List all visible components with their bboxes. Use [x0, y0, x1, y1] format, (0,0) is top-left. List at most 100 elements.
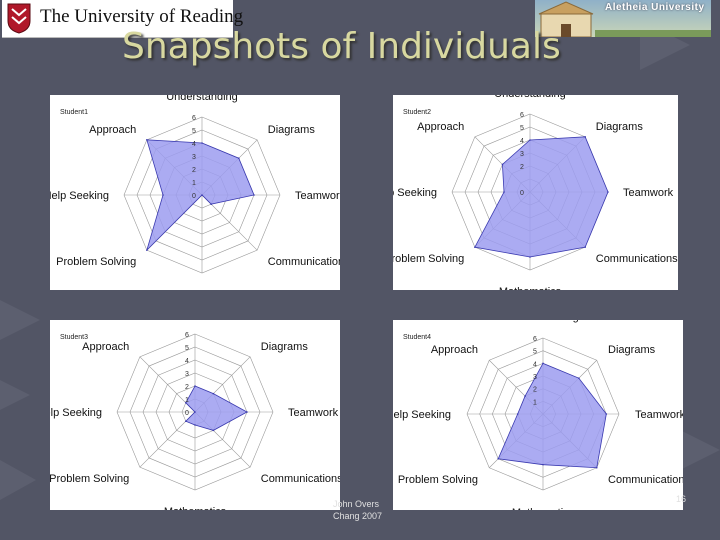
- category-label-communications: Communications: [608, 474, 683, 486]
- tick-label: 4: [185, 358, 189, 365]
- tick-label: 6: [533, 336, 537, 343]
- data-point-problem-solving: [497, 457, 500, 460]
- data-point-problem-solving: [474, 246, 476, 248]
- category-label-diagrams: Diagrams: [596, 121, 644, 133]
- data-point-mathematics: [201, 194, 203, 196]
- data-point-help-seeking: [162, 194, 164, 196]
- tick-label: 3: [192, 154, 196, 161]
- tick-label: 5: [192, 128, 196, 135]
- chart-panel-student4: 1 2 3 4 5 6 Understanding Diagrams Teamwork Commu…: [393, 320, 683, 510]
- data-point-communications: [212, 429, 215, 432]
- data-point-teamwork: [605, 413, 608, 415]
- chart-panel-student3: 0123456UnderstandingDiagramsTeamworkComm…: [50, 320, 340, 510]
- tick-label: 4: [533, 361, 537, 368]
- category-label-communications: Communications: [261, 473, 340, 485]
- data-point-understanding: [542, 362, 544, 365]
- category-label-mathematics: Mathematics: [512, 507, 575, 510]
- chart-title: Student3: [60, 334, 88, 341]
- tick-label: 4: [520, 138, 524, 145]
- category-label-help-seeking: Help Seeking: [393, 187, 437, 199]
- category-label-diagrams: Diagrams: [268, 124, 316, 136]
- data-point-approach: [185, 402, 187, 404]
- category-label-approach: Approach: [417, 121, 464, 133]
- data-point-mathematics: [529, 256, 531, 258]
- tick-label: 3: [520, 151, 524, 158]
- category-label-help-seeking: Help Seeking: [50, 190, 109, 202]
- university-of-reading-logo: The University of Reading: [2, 0, 243, 38]
- category-label-help-seeking: Help Seeking: [50, 407, 102, 419]
- aletheia-university-logo: Aletheia University: [535, 0, 711, 37]
- tick-label: 6: [192, 115, 196, 122]
- data-point-approach: [146, 139, 148, 141]
- data-point-approach: [501, 163, 504, 166]
- data-point-diagrams: [212, 392, 215, 395]
- tick-label: 3: [533, 374, 537, 381]
- category-label-teamwork: Teamwork: [635, 409, 683, 421]
- tick-label: 3: [185, 371, 189, 378]
- tick-label: 4: [192, 141, 196, 148]
- category-label-problem-solving: Problem Solving: [393, 253, 464, 265]
- category-label-teamwork: Teamwork: [623, 187, 674, 199]
- chart-title: Student4: [403, 334, 431, 341]
- data-point-diagrams: [578, 377, 580, 379]
- data-point-help-seeking: [516, 413, 519, 415]
- category-label-understanding: Understanding: [166, 95, 238, 103]
- data-point-mathematics: [194, 424, 196, 426]
- category-label-help-seeking: Help Seeking: [393, 409, 451, 421]
- university-banner: Aletheia University: [605, 2, 705, 13]
- tick-label: 1: [533, 399, 537, 406]
- data-point-help-seeking: [194, 411, 196, 413]
- data-point-communications: [210, 203, 212, 205]
- page-number: 16: [676, 494, 687, 504]
- category-label-approach: Approach: [82, 341, 129, 353]
- tick-label: 0: [185, 410, 189, 417]
- crest-icon: [7, 3, 31, 34]
- data-point-communications: [584, 246, 586, 248]
- category-label-diagrams: Diagrams: [608, 344, 656, 356]
- data-point-problem-solving: [146, 249, 148, 251]
- chart-panel-student1: 0 1 2 3 4 5 6 Understanding Diagrams Teamwork Comm…: [50, 95, 340, 290]
- data-point-mathematics: [542, 463, 544, 466]
- category-label-teamwork: Teamwork: [295, 190, 340, 202]
- category-label-mathematics: Mathematics: [164, 506, 227, 510]
- tick-label: 5: [520, 125, 524, 132]
- category-label-communications: Communications: [596, 253, 678, 265]
- tick-label: 5: [185, 345, 189, 352]
- tick-label: 1: [192, 180, 196, 187]
- tick-label: 0: [520, 190, 524, 197]
- tick-label: 5: [533, 349, 537, 356]
- data-point-approach: [524, 395, 526, 397]
- category-label-problem-solving: Problem Solving: [398, 474, 478, 486]
- data-point-help-seeking: [503, 191, 505, 193]
- category-label-problem-solving: Problem Solving: [56, 256, 136, 268]
- category-label-understanding: Understanding: [494, 95, 566, 100]
- tick-label: 1: [185, 397, 189, 404]
- tick-label: 2: [533, 387, 537, 394]
- university-name: The University of Reading: [40, 6, 244, 27]
- data-point-understanding: [529, 139, 531, 141]
- category-label-mathematics: Mathematics: [171, 289, 234, 290]
- tick-label: 2: [185, 384, 189, 391]
- tick-label: 2: [520, 164, 524, 171]
- campus-building-icon: [538, 1, 711, 37]
- category-label-communications: Communications: [268, 256, 340, 268]
- category-label-understanding: Understanding: [507, 320, 579, 323]
- chart-panel-student2: 0 2 3 4 5 6 Understanding Diagrams Teamwork Commu…: [393, 95, 678, 290]
- data-point-teamwork: [253, 194, 255, 196]
- data-point-communications: [595, 466, 598, 469]
- category-label-approach: Approach: [89, 124, 136, 136]
- chart-title: Student1: [60, 109, 88, 116]
- data-point-teamwork: [607, 191, 609, 193]
- radar-chart-student1: 0 1 2 3 4 5 6 Understanding Diagrams Teamwork Comm…: [50, 95, 340, 290]
- footer-author: John Overs Chang 2007: [333, 499, 383, 521]
- data-point-diagrams: [584, 136, 586, 138]
- radar-chart-student3: 0123456UnderstandingDiagramsTeamworkComm…: [50, 332, 340, 510]
- data-point-teamwork: [246, 411, 248, 413]
- series-area-student3: [185, 385, 248, 431]
- tick-label: 0: [192, 193, 196, 200]
- radar-chart-student2: 0 2 3 4 5 6 Understanding Diagrams Teamwork Commu…: [393, 95, 678, 290]
- data-point-understanding: [194, 385, 196, 387]
- tick-label: 6: [185, 332, 189, 339]
- slide-title: Snapshots of Individuals: [122, 26, 561, 67]
- category-label-diagrams: Diagrams: [261, 341, 309, 353]
